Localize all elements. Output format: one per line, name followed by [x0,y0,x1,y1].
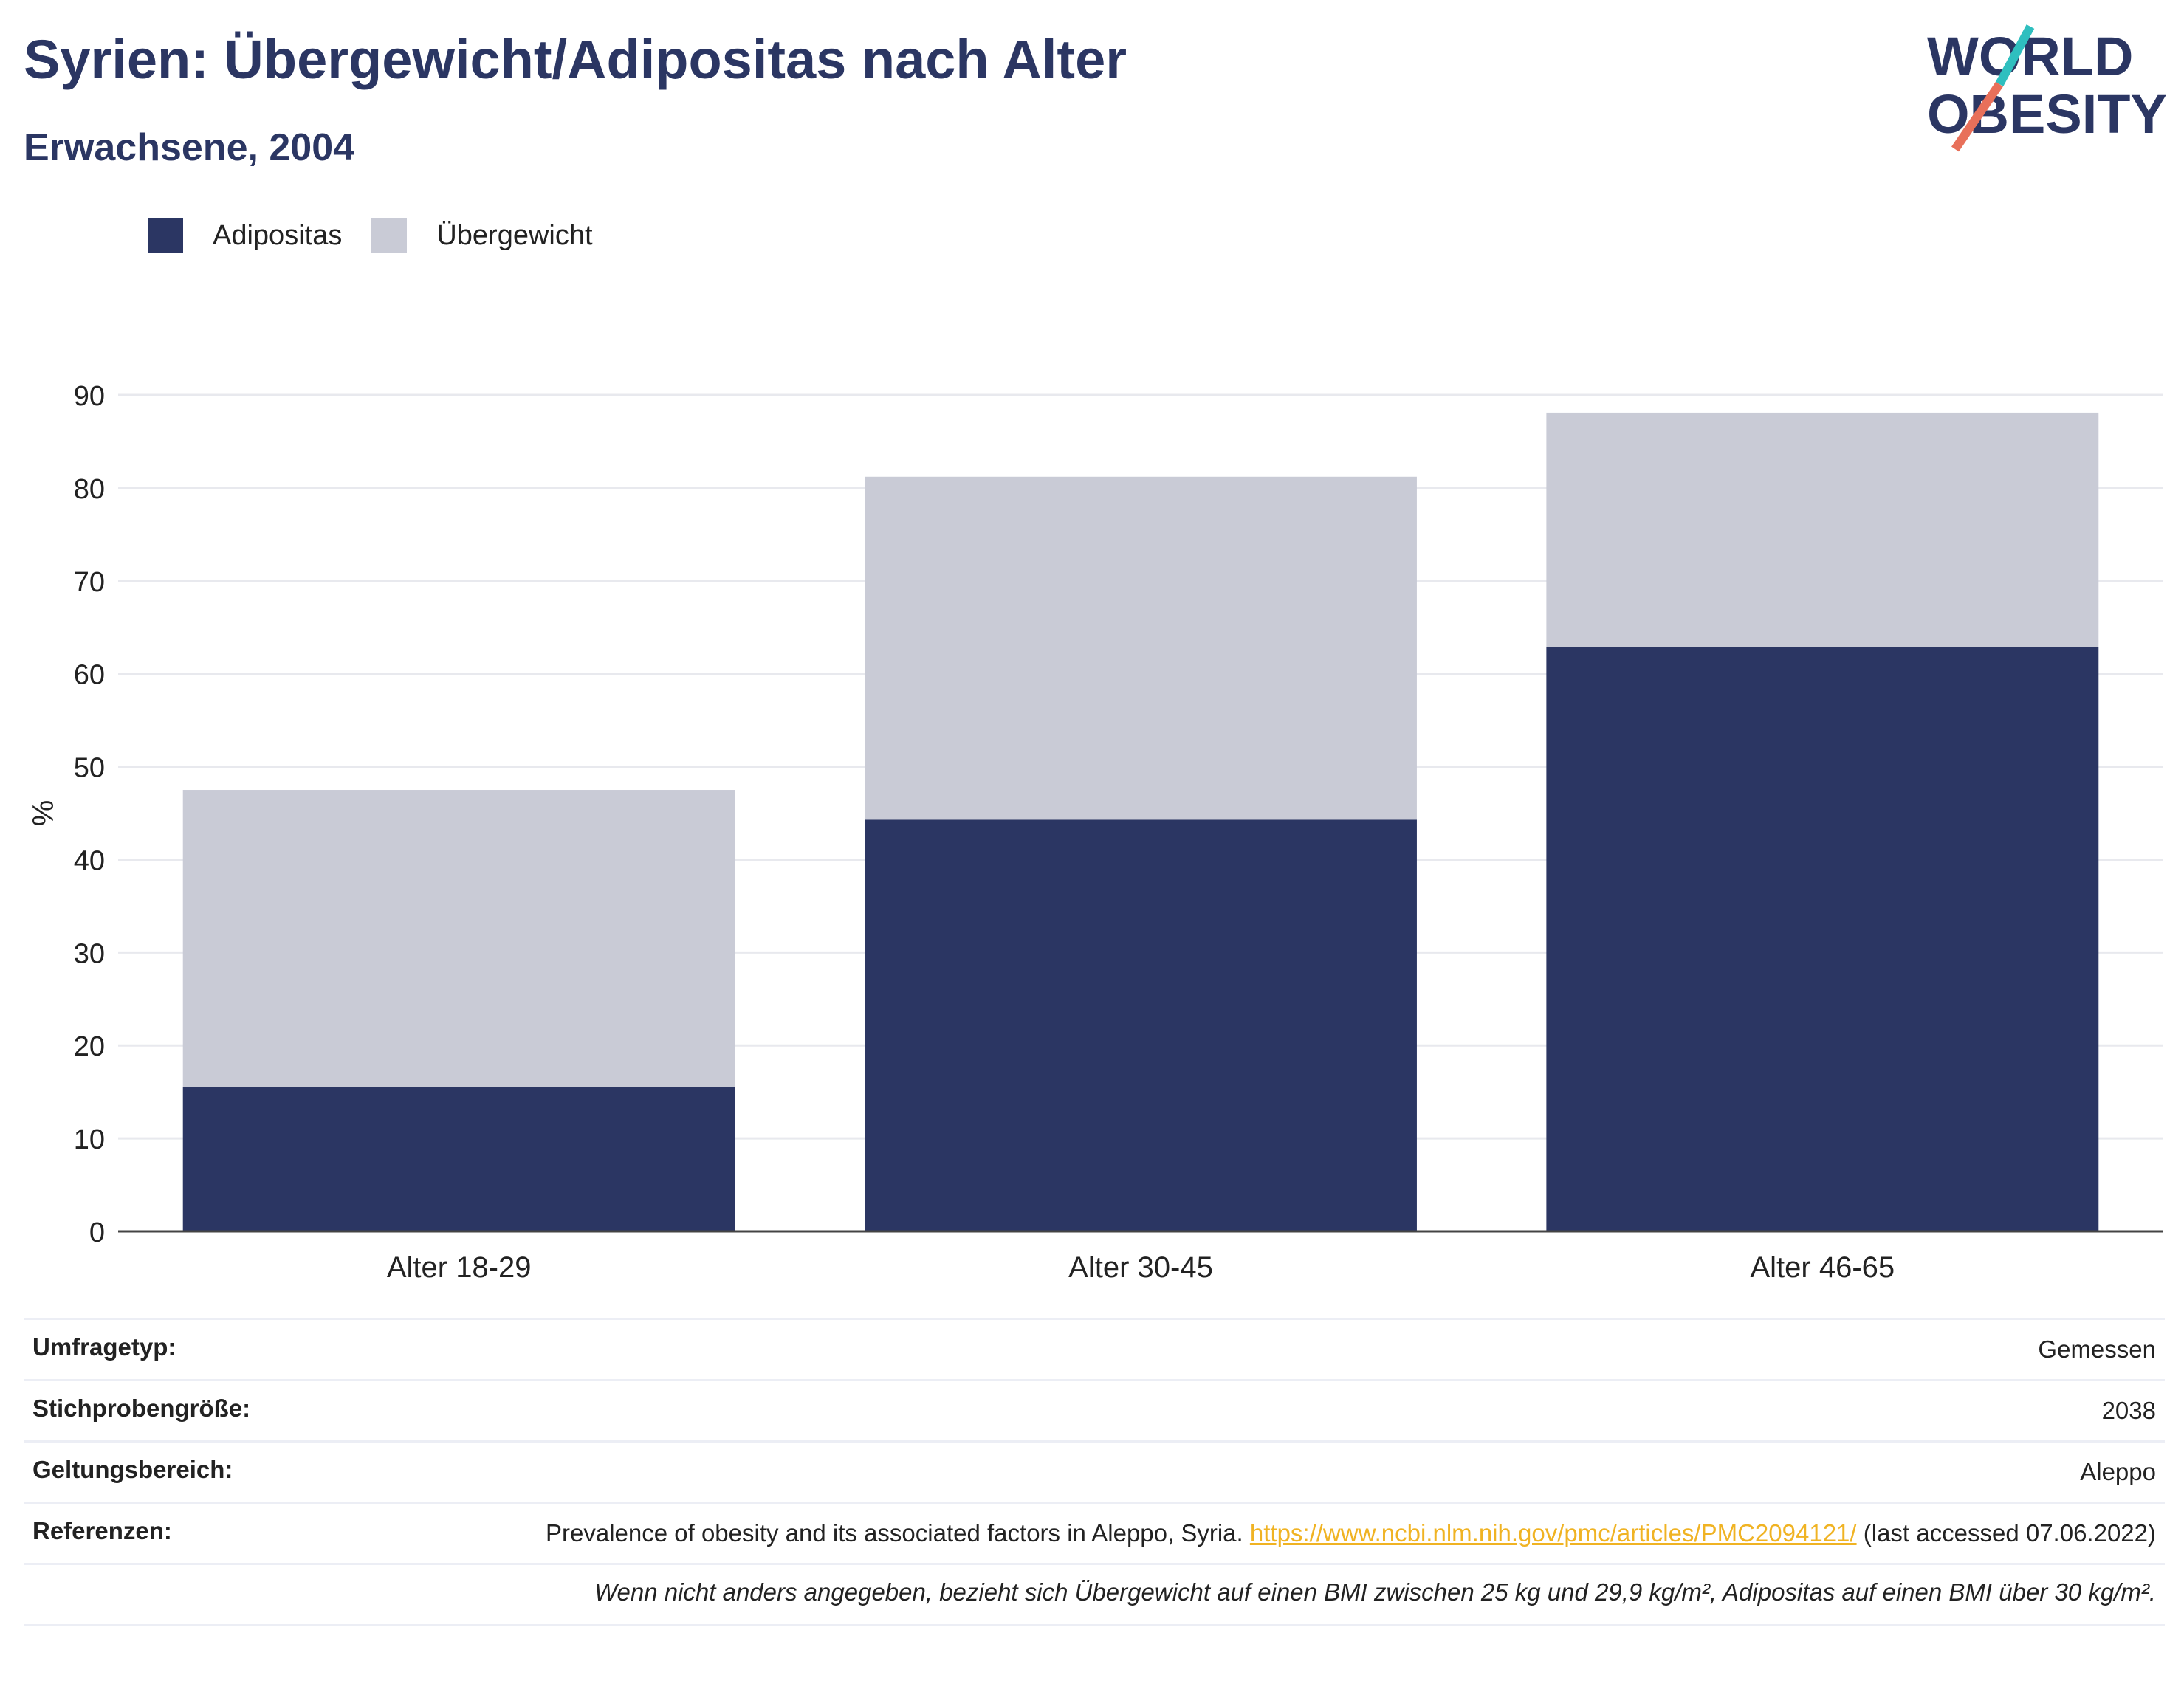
legend-item-adipositas[interactable]: Adipositas [148,218,342,253]
scope-label: Geltungsbereich: [32,1456,233,1483]
reference-suffix: (last accessed 07.06.2022) [1863,1519,2156,1547]
chart-subtitle: Erwachsene, 2004 [24,126,355,169]
y-tick-label: 60 [74,660,105,691]
axes: 0 10 20 30 40 50 60 70 80 90% Alter 18-29 Alter 30-… [27,381,2163,1284]
bar-uebergewicht [182,790,735,1087]
bar-adipositas [865,819,1417,1231]
scope-value: Aleppo [2080,1458,2156,1485]
logo-slash-teal [1995,24,2035,86]
y-tick-label: 30 [74,938,105,969]
sample-size-value: 2038 [2101,1397,2156,1424]
y-tick-label: 10 [74,1124,105,1155]
x-tick-label: Alter 46-65 [1750,1251,1895,1284]
bar-chart: 0 10 20 30 40 50 60 70 80 90% Alter 18-29 Alter 30-… [27,381,2163,1284]
legend-item-uebergewicht[interactable]: Übergewicht [371,218,593,253]
y-tick-label: 40 [74,845,105,876]
x-tick-label: Alter 30-45 [1068,1251,1213,1284]
info-row-survey-type: Umfragetyp: Gemessen [24,1318,2165,1379]
x-tick-label: Alter 18-29 [387,1251,532,1284]
survey-type-label: Umfragetyp: [32,1333,176,1361]
legend-swatch-uebergewicht [371,218,408,253]
reference-link[interactable]: https://www.ncbi.nlm.nih.gov/pmc/article… [1249,1519,1857,1547]
references-value: Prevalence of obesity and its associated… [546,1517,2156,1550]
world-obesity-logo: WORLD OBESITY [1927,24,2167,152]
bar-uebergewicht [1546,412,2099,647]
sample-size-label: Stichprobengröße: [32,1395,251,1422]
y-tick-label: 20 [74,1031,105,1062]
info-row-footnote: Wenn nicht anders angegeben, bezieht sic… [24,1563,2165,1626]
info-row-references: Referenzen: Prevalence of obesity and it… [24,1502,2165,1563]
logo-slash-coral [1951,81,2003,152]
references-label: Referenzen: [32,1517,172,1544]
y-tick-label: 90 [74,381,105,412]
y-tick-label: 70 [74,567,105,598]
y-tick-label: 50 [74,753,105,784]
info-row-sample-size: Stichprobengröße: 2038 [24,1379,2165,1440]
info-row-scope: Geltungsbereich: Aleppo [24,1440,2165,1502]
reference-text: Prevalence of obesity and its associated… [546,1519,1243,1547]
y-tick-label: 80 [74,474,105,505]
bar-uebergewicht [865,476,1417,820]
survey-type-value: Gemessen [2038,1335,2156,1363]
y-tick-label: 0 [89,1217,105,1248]
bar-adipositas [182,1087,735,1231]
legend-label-adipositas: Adipositas [213,219,343,251]
y-axis-label: % [27,800,60,827]
footnote: Wenn nicht anders angegeben, bezieht sic… [594,1578,2156,1606]
legend-swatch-adipositas [148,218,183,253]
chart-legend: Adipositas Übergewicht [148,218,622,253]
chart-title: Syrien: Übergewicht/Adipositas nach Alte… [24,29,1127,90]
info-table: Umfragetyp: Gemessen Stichprobengröße: 2… [24,1318,2165,1626]
legend-label-uebergewicht: Übergewicht [436,219,593,251]
bar-adipositas [1546,647,2099,1231]
bars [182,412,2099,1231]
